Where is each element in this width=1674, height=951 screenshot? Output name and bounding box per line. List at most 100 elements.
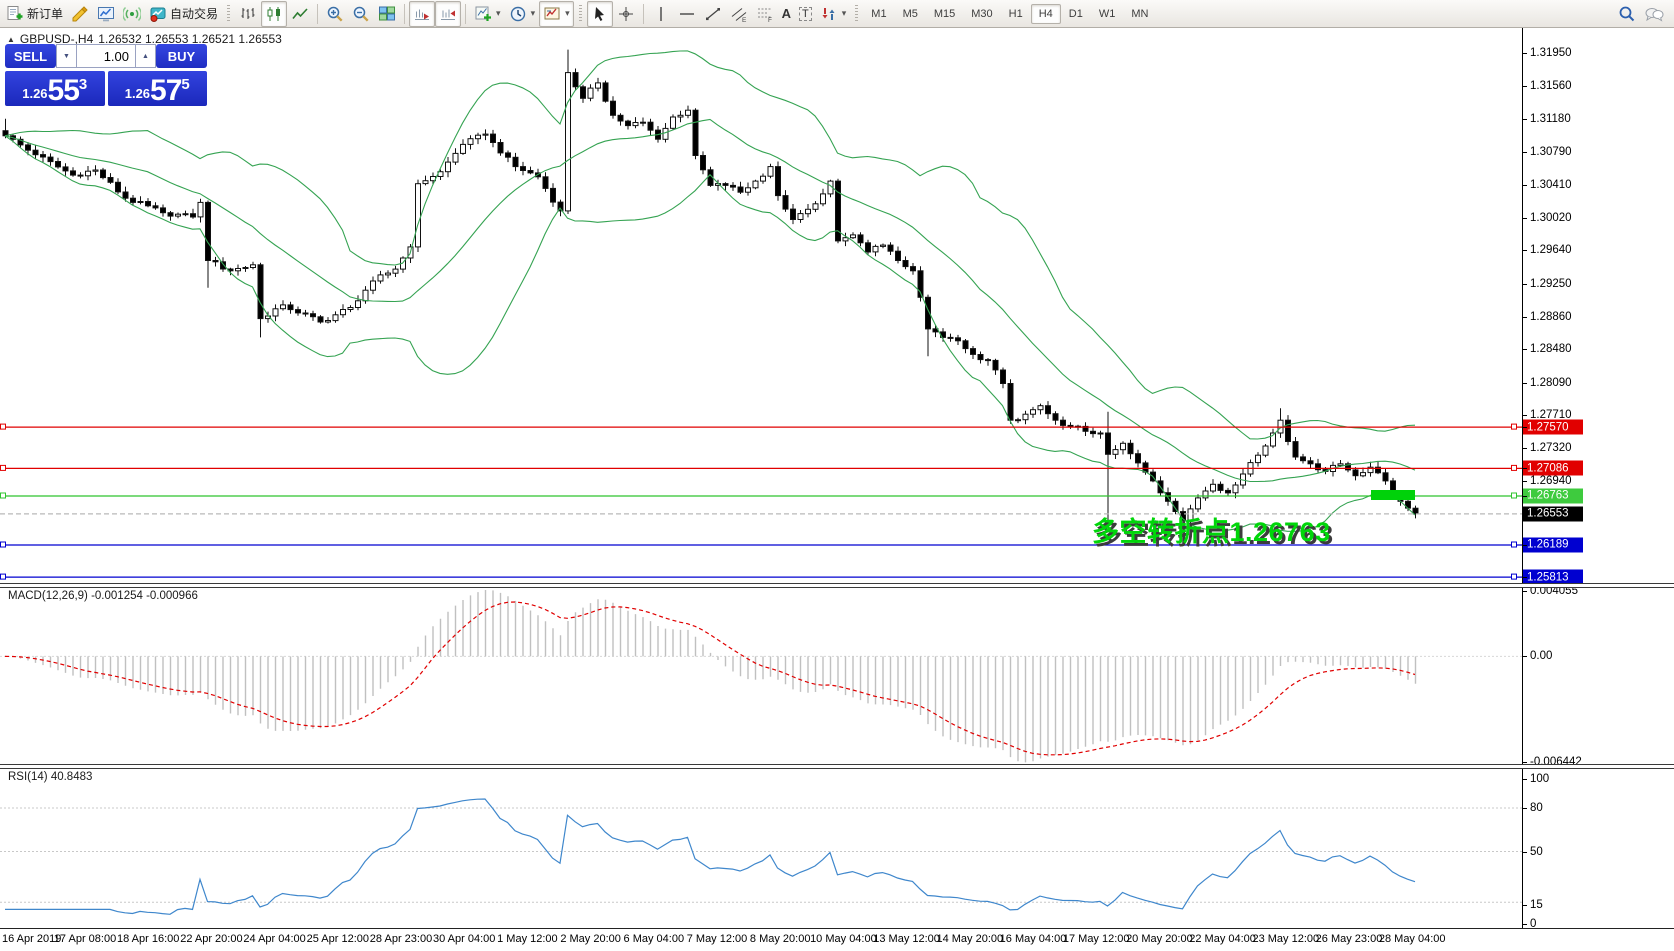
buy-button[interactable]: BUY (156, 44, 207, 68)
buy-price-button[interactable]: 1.26 57 5 (107, 71, 207, 106)
candle (895, 250, 901, 261)
sell-price-small: 1.26 (22, 86, 48, 101)
tile-windows-button[interactable] (374, 1, 400, 27)
volume-up-button[interactable]: ▲ (135, 44, 156, 68)
candle (1262, 445, 1269, 456)
sell-price-button[interactable]: 1.26 55 3 (5, 71, 105, 106)
indicators-button[interactable]: ▾ (470, 1, 505, 27)
line-anchor[interactable] (1511, 573, 1517, 580)
timeframe-h1-button[interactable]: H1 (1008, 7, 1023, 20)
chart-title: ▲ GBPUSD-,H4 1.26532 1.26553 1.26521 1.2… (7, 32, 282, 46)
time-label: 17 Apr 08:00 (53, 933, 117, 945)
candle (1382, 472, 1389, 482)
timeframe-m1-button[interactable]: M1 (871, 7, 887, 20)
bar-chart-button[interactable] (235, 1, 261, 27)
zoom-in-button[interactable] (322, 1, 348, 27)
new-order-button[interactable]: 新订单 (2, 1, 67, 27)
signals-button[interactable] (119, 1, 145, 27)
timeframe-w1-button[interactable]: W1 (1098, 7, 1116, 20)
candle (77, 174, 84, 177)
chart-shift-button[interactable] (435, 0, 462, 27)
zoom-out-icon (353, 6, 369, 22)
equidistant-channel-button[interactable]: E (726, 1, 752, 27)
channel-icon: E (731, 7, 747, 23)
sell-button[interactable]: SELL (5, 44, 56, 68)
pane-separator-rsi[interactable] (0, 764, 1674, 769)
candle (1060, 419, 1066, 426)
axis-tick (1523, 480, 1527, 482)
fibonacci-button[interactable]: F (752, 1, 778, 27)
candle (1202, 490, 1209, 499)
candle (1120, 442, 1126, 451)
crayon-icon (72, 5, 88, 21)
bollinger-upper[interactable] (4, 50, 1416, 440)
pane-separator-macd[interactable] (0, 583, 1674, 588)
axis-tick (1523, 382, 1527, 384)
timeframe-m30-button[interactable]: M30 (971, 7, 993, 20)
line-chart-button[interactable] (287, 1, 313, 27)
line-anchor[interactable] (1511, 423, 1517, 430)
price-badge: 1.26553 (1523, 506, 1583, 522)
candle (152, 205, 159, 209)
toolbar: 新订单 自动交易 (0, 0, 1674, 28)
bollinger-lower[interactable] (4, 135, 1416, 532)
timeframe-mn-button[interactable]: MN (1131, 7, 1149, 20)
candle (730, 184, 736, 188)
volume-input[interactable]: 1.00 (77, 44, 135, 68)
market-watch-button[interactable] (93, 1, 119, 27)
candle (272, 308, 279, 317)
axis-tick (1523, 86, 1527, 88)
line-anchor[interactable] (1511, 492, 1517, 499)
line-anchor[interactable] (1511, 464, 1517, 471)
text-tool-button[interactable]: A (778, 1, 795, 27)
axis-label: 1.26940 (1530, 474, 1572, 487)
axis-tick (1523, 544, 1527, 546)
volume-down-button[interactable]: ▼ (56, 44, 77, 68)
timeframe-h4-button[interactable]: H4 (1030, 3, 1061, 24)
styler-button[interactable] (67, 1, 93, 27)
chat-icon[interactable] (1644, 5, 1664, 23)
text-label-button[interactable]: T (795, 1, 816, 27)
cursor-button[interactable] (586, 0, 613, 27)
crosshair-button[interactable] (613, 1, 639, 27)
timeframe-m15-button[interactable]: M15 (933, 7, 956, 20)
line-anchor[interactable] (0, 423, 6, 430)
search-icon[interactable] (1618, 5, 1636, 23)
autotrading-button[interactable]: 自动交易 (145, 1, 222, 27)
candle (775, 166, 781, 197)
time-axis[interactable]: 16 Apr 2019 17 Apr 08:00 18 Apr 16:00 22 Ap… (0, 929, 1674, 951)
axis-tick (1523, 495, 1527, 497)
time-label: 16 May 04:00 (999, 933, 1067, 945)
vertical-line-button[interactable] (648, 1, 674, 27)
templates-button[interactable]: ▾ (539, 0, 574, 27)
line-anchor[interactable] (0, 464, 6, 471)
collapse-triangle-icon[interactable]: ▲ (7, 34, 15, 44)
chart-canvas[interactable] (0, 28, 1522, 929)
candle (550, 187, 556, 203)
svg-text:E: E (742, 17, 747, 23)
periods-button[interactable]: ▾ (505, 1, 540, 27)
candle (452, 152, 459, 163)
timeframe-d1-button[interactable]: D1 (1068, 7, 1083, 20)
candle (1337, 463, 1344, 466)
timeframe-m5-button[interactable]: M5 (902, 7, 918, 20)
horizontal-line-button[interactable] (674, 1, 700, 27)
highlight-bar[interactable] (1371, 490, 1415, 500)
candlestick-chart-button[interactable] (261, 0, 288, 27)
candle (737, 186, 744, 193)
line-anchor[interactable] (0, 492, 6, 499)
candle (857, 234, 864, 244)
axis-label: 1.28860 (1530, 310, 1572, 323)
price-badge: 1.27086 (1523, 460, 1583, 476)
new-order-label: 新订单 (27, 7, 64, 21)
candle (122, 191, 129, 199)
candle (1022, 413, 1029, 421)
arrows-button[interactable]: ▾ (816, 1, 851, 27)
line-anchor[interactable] (0, 573, 6, 580)
trendline-button[interactable] (700, 1, 726, 27)
line-anchor[interactable] (1511, 541, 1517, 548)
bollinger-middle[interactable] (4, 118, 1416, 483)
line-anchor[interactable] (0, 541, 6, 548)
auto-scroll-button[interactable] (409, 0, 436, 27)
zoom-out-button[interactable] (348, 1, 374, 27)
